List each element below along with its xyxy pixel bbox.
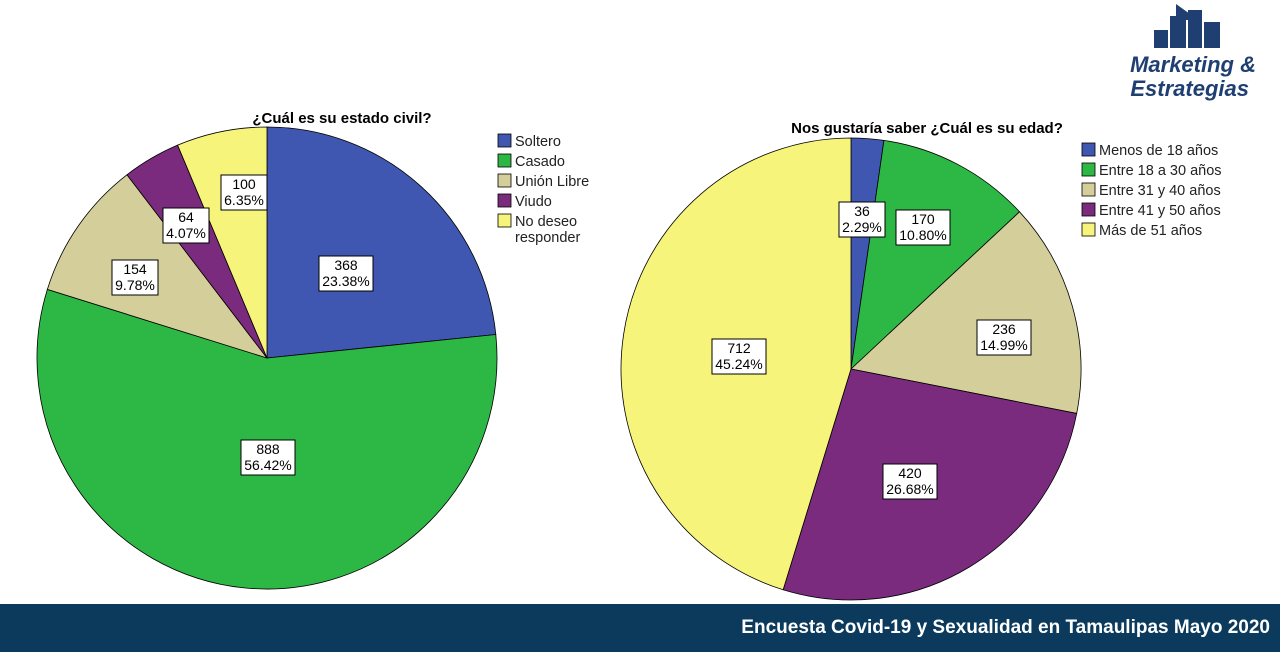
legend-item: Menos de 18 años (1081, 142, 1218, 159)
footer-bar: Encuesta Covid-19 y Sexualidad en Tamaul… (0, 604, 1280, 652)
data-label-count: 154 (123, 261, 147, 277)
data-label-box (111, 259, 159, 296)
slice-labels: 36823.38%88856.42%1549.78%644.07%1006.35… (111, 174, 374, 476)
legend-swatch (497, 173, 512, 188)
data-label-percent: 45.24% (715, 356, 762, 372)
data-label-box (838, 201, 886, 238)
legend-swatch (1081, 202, 1096, 217)
logo-line-2: Estrategias (1130, 76, 1249, 101)
legend: Soltero Casado Unión Libre Viudo No deseores… (497, 133, 589, 246)
logo-line-1: Marketing & (1130, 52, 1256, 77)
data-label-percent: 14.99% (980, 337, 1027, 353)
data-label-count: 420 (898, 465, 922, 481)
data-label-count: 64 (178, 209, 194, 225)
data-label-percent: 9.78% (115, 277, 155, 293)
legend-label: Entre 18 a 30 años (1099, 163, 1222, 179)
data-label-count: 888 (256, 441, 280, 457)
legend-item: Entre 31 y 40 años (1081, 182, 1221, 199)
data-label-percent: 26.68% (886, 481, 933, 497)
data-label-percent: 23.38% (322, 273, 369, 289)
data-label-count: 236 (992, 321, 1016, 337)
legend-item: Más de 51 años (1081, 222, 1202, 239)
legend-swatch (497, 213, 512, 228)
data-label: 362.29% (838, 201, 886, 238)
legend-swatch (497, 193, 512, 208)
chart-title: ¿Cuál es su estado civil? (252, 110, 431, 127)
logo: Marketing & Estrategias (1130, 4, 1256, 101)
legend-swatch (1081, 222, 1096, 237)
legend-item: Entre 18 a 30 años (1081, 162, 1222, 179)
data-label-percent: 2.29% (842, 219, 882, 235)
data-label-count: 368 (334, 257, 358, 273)
legend-label: Casado (515, 154, 565, 170)
legend-label: Unión Libre (515, 174, 589, 190)
data-label-count: 100 (232, 176, 256, 192)
legend-item: Unión Libre (497, 173, 589, 190)
data-label-box (895, 209, 951, 246)
data-label-count: 36 (854, 203, 870, 219)
legend-label: Más de 51 años (1099, 223, 1202, 239)
legend-item: Entre 41 y 50 años (1081, 202, 1221, 219)
legend-label: responder (515, 230, 580, 246)
data-label-box (318, 255, 374, 292)
legend-label: No deseo (515, 214, 577, 230)
legend-swatch (1081, 182, 1096, 197)
data-label-box (976, 319, 1032, 356)
legend-label: Menos de 18 años (1099, 143, 1218, 159)
data-label-count: 170 (911, 211, 935, 227)
legend-label: Entre 41 y 50 años (1099, 203, 1221, 219)
legend-swatch (497, 133, 512, 148)
legend-swatch (1081, 162, 1096, 177)
data-label-box (220, 174, 268, 211)
legend-label: Viudo (515, 194, 552, 210)
chart-title: Nos gustaría saber ¿Cuál es su edad? (791, 120, 1063, 137)
pie-slice-2 (36, 288, 498, 590)
legend-label: Entre 31 y 40 años (1099, 183, 1221, 199)
data-label-box (162, 207, 210, 244)
pie-slice-3 (850, 211, 1082, 414)
legend-swatch (497, 153, 512, 168)
legend-item: Soltero (497, 133, 561, 150)
footer-text: Encuesta Covid-19 y Sexualidad en Tamaul… (741, 617, 1270, 638)
legend-label: Soltero (515, 134, 561, 150)
legend: Menos de 18 años Entre 18 a 30 años Entre … (1081, 142, 1222, 239)
pie-slice-1 (266, 126, 497, 359)
data-label-percent: 4.07% (166, 225, 206, 241)
legend-item: Viudo (497, 193, 552, 210)
data-label-percent: 10.80% (899, 227, 946, 243)
slice-labels: 362.29% 17010.80%23614.99%42026.68%71245.… (711, 201, 1032, 500)
data-label-box (882, 463, 938, 500)
data-label-box (240, 439, 296, 476)
data-label: 644.07% (162, 207, 210, 244)
chart-edad: Nos gustaría saber ¿Cuál es su edad? 362… (620, 120, 1222, 601)
data-label-count: 712 (727, 340, 751, 356)
pie-slice-2 (850, 139, 1021, 371)
legend-swatch (1081, 142, 1096, 157)
legend-item: Casado (497, 153, 565, 170)
data-label-percent: 56.42% (244, 457, 291, 473)
data-label-percent: 6.35% (224, 192, 264, 208)
data-label-box (711, 338, 767, 375)
logo-buildings-icon (1154, 4, 1220, 48)
